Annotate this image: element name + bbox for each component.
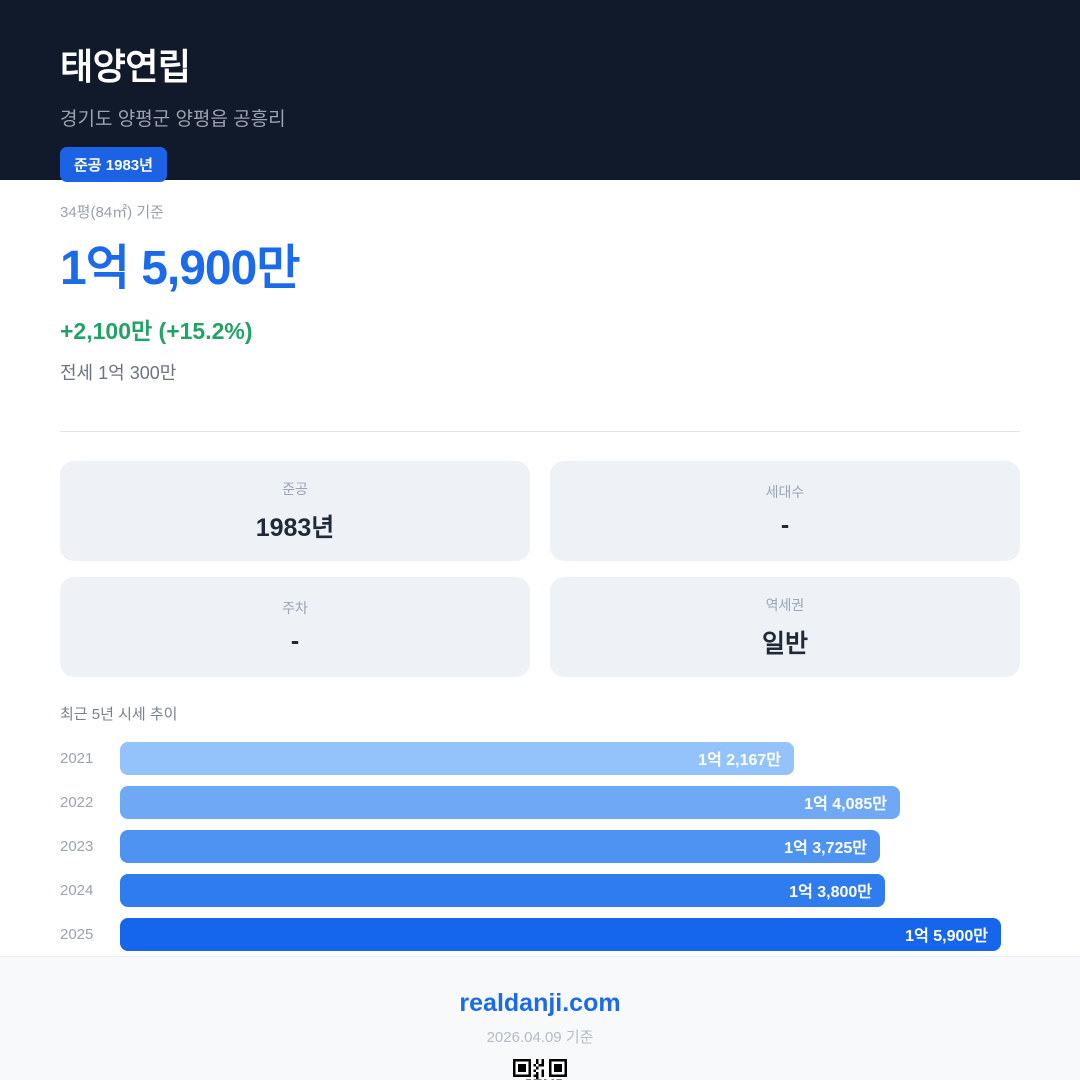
price-trend-chart-rows: 2021 1억 2,167만 2022 1억 4,085만 2023 1억 3,725만 2… [60,736,1020,956]
card-value: 1983년 [255,513,335,542]
year-label: 2025 [60,925,94,943]
price-change: +2,100만 (+15.2%) [60,318,253,344]
card-value: - [290,627,300,655]
info-card-grid: 준공 1983년 세대수 - 주차 - 역세권 일반 [60,461,1020,677]
card-value: 일반 [761,629,808,658]
site-link[interactable]: realdanji.com [459,989,621,1017]
completion-year-badge: 준공 1983년 [60,147,167,182]
price-bar: 1억 3,800만 [120,873,885,907]
card-label: 주차 [282,600,308,616]
divider [60,431,1020,432]
price-bar: 1억 5,900만 [120,917,1001,951]
reference-date: 2026.04.09 기준 [486,1029,594,1046]
chart-row: 2025 1억 5,900만 [60,912,1020,956]
main-content: 34평(84㎡) 기준 1억 5,900만 +2,100만 (+15.2%) 전… [0,180,1080,956]
bar-value-label: 1억 5,900만 [905,928,988,945]
current-price: 1억 5,900만 [60,242,300,295]
year-label: 2023 [60,837,94,855]
bar-value-label: 1억 4,085만 [804,796,887,813]
qr-code [513,1059,567,1080]
card-label: 준공 [282,480,308,497]
address: 경기도 양평군 양평읍 공흥리 [60,109,286,130]
price-bar: 1억 2,167만 [120,741,794,775]
chart-row: 2023 1억 3,725만 [60,824,1020,868]
card-label: 세대수 [765,484,805,500]
info-card-households: 세대수 - [550,461,1020,561]
chart-row: 2021 1억 2,167만 [60,736,1020,780]
card-value: - [780,511,790,539]
year-label: 2024 [60,881,94,899]
info-card-completion: 준공 1983년 [60,461,530,561]
price-trend-chart: 최근 5년 시세 추이 2021 1억 2,167만 2022 1억 4,085만 20… [60,703,1020,956]
bar-value-label: 1억 3,800만 [789,884,872,901]
footer: realdanji.com 2026.04.09 기준 [0,956,1080,1080]
card-label: 역세권 [765,596,805,613]
qr-wrap [0,1059,1080,1080]
area-basis-label: 34평(84㎡) 기준 [60,204,164,221]
complex-name: 태양연립 [60,46,191,87]
price-summary: 34평(84㎡) 기준 1억 5,900만 +2,100만 (+15.2%) 전… [60,201,1020,385]
jeonse-price: 전세 1억 300만 [60,363,177,383]
chart-row: 2024 1억 3,800만 [60,868,1020,912]
bar-value-label: 1억 2,167만 [698,752,781,769]
bar-value-label: 1억 3,725만 [784,840,867,857]
header: 태양연립 경기도 양평군 양평읍 공흥리 준공 1983년 [0,0,1080,182]
price-bar: 1억 3,725만 [120,829,880,863]
year-label: 2022 [60,793,94,811]
price-bar: 1억 4,085만 [120,785,900,819]
info-card-parking: 주차 - [60,577,530,677]
info-card-station-area: 역세권 일반 [550,577,1020,677]
chart-title: 최근 5년 시세 추이 [60,706,178,723]
chart-row: 2022 1억 4,085만 [60,780,1020,824]
year-label: 2021 [60,749,94,767]
